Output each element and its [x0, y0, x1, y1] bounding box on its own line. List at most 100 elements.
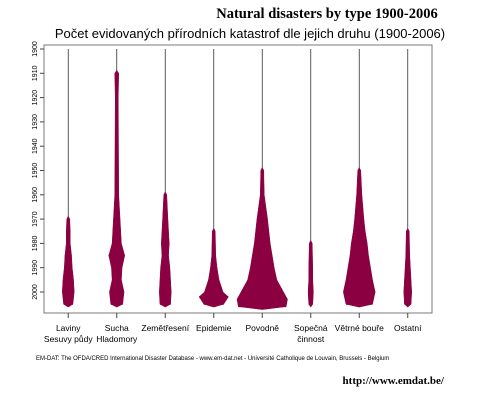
x-tick-label: Větrné bouře [335, 323, 384, 333]
y-tick-label: 1970 [32, 211, 39, 227]
violin-year-point [237, 298, 288, 300]
x-tick-label-line2: Hladomory [96, 334, 138, 344]
y-tick-label: 1960 [32, 187, 39, 203]
violin-year-point [238, 305, 287, 308]
violin-shape [62, 215, 75, 308]
y-tick-label: 1940 [32, 138, 39, 154]
violin-year-point [66, 242, 71, 244]
violin-year-point [212, 230, 216, 232]
violin-year-point [66, 218, 70, 220]
violin-year-point [108, 254, 125, 257]
violin-year-point [260, 169, 264, 172]
violin-shape [307, 239, 314, 308]
violin-year-point [62, 291, 75, 293]
violin-year-point [211, 254, 216, 257]
violin-year-point [162, 218, 168, 220]
x-tick-label: Zemětřesení [141, 323, 189, 333]
violin-year-point [113, 218, 121, 220]
violin-shape [159, 191, 172, 308]
violin-year-point [308, 267, 313, 269]
violin-year-point [199, 296, 229, 298]
violin-year-point [308, 291, 314, 293]
violin-shape [108, 69, 125, 308]
y-tick-label: 2000 [32, 284, 39, 300]
violin-year-point [159, 291, 172, 293]
y-tick-label: 1930 [32, 114, 39, 130]
violin-year-point [161, 242, 170, 244]
y-tick-label: 1910 [32, 65, 39, 81]
violin-year-point [406, 230, 410, 232]
violin-year-point [250, 267, 275, 269]
violin-year-point [404, 279, 412, 281]
violin-year-point [112, 242, 122, 244]
violin-year-point [254, 242, 271, 244]
violin-year-point [159, 303, 171, 305]
x-tick-label: Epidemie [196, 323, 232, 333]
violin-year-point [404, 303, 412, 305]
violin-year-point [109, 291, 125, 293]
header-title: Natural disasters by type 1900-2006 [216, 6, 438, 22]
y-axis: 1900 1910 1920 1930 1940 1950 1960 1970 1980 1990… [32, 41, 44, 300]
x-tick-label-line2: Sesuvy půdy [44, 334, 93, 344]
violin-year-point [161, 254, 169, 257]
violin-year-point [208, 279, 220, 281]
y-tick-label: 1990 [32, 260, 39, 276]
violin-year-point [210, 267, 218, 269]
violin-year-point [114, 194, 119, 196]
footer-url[interactable]: http://www.emdat.be/ [343, 375, 445, 387]
y-tick-label: 1950 [32, 163, 39, 179]
violin-year-point [159, 279, 171, 281]
violin-year-point [62, 279, 74, 281]
violin-year-point [353, 230, 366, 232]
violin-year-point [160, 267, 170, 269]
violin-year-point [347, 267, 371, 269]
violin-year-point [309, 242, 313, 244]
violin-year-point [351, 242, 368, 244]
violin-year-point [252, 254, 273, 257]
violin-year-point [66, 230, 71, 232]
x-tick-label: Povodně [245, 323, 279, 333]
x-tick-label: Ostatní [394, 323, 422, 333]
violin-year-point [260, 194, 265, 196]
violin-year-point [110, 303, 123, 305]
x-tick-label: Sucha [105, 323, 129, 333]
violin-year-point [403, 291, 412, 293]
violin-year-point [357, 169, 361, 172]
violin-shape [343, 166, 376, 308]
violin-year-point [115, 96, 119, 99]
violin-year-point [349, 254, 369, 257]
violin-year-point [345, 279, 373, 281]
violin-year-point [203, 303, 224, 305]
violin-year-point [345, 303, 373, 305]
x-tick-label-line2: činnost [297, 334, 325, 344]
source-note: EM-DAT: The OFDA/CRED International Disa… [36, 356, 389, 362]
violin-year-point [405, 267, 411, 269]
violin-year-point [204, 291, 224, 293]
y-tick-label: 1920 [32, 90, 39, 106]
y-tick-label: 1900 [32, 41, 39, 57]
violin-year-point [64, 267, 73, 269]
violin-year-point [308, 279, 313, 281]
violin-year-point [163, 194, 167, 196]
violin-year-point [405, 254, 410, 257]
violin-year-point [64, 254, 72, 257]
violin-year-point [247, 279, 277, 281]
violin-year-point [114, 72, 119, 74]
violin-year-point [112, 279, 122, 281]
violin-year-point [308, 303, 313, 305]
chart-title: Počet evidovaných přírodních katastrof d… [55, 26, 445, 41]
y-tick-label: 1980 [32, 236, 39, 252]
violin-year-point [241, 291, 284, 293]
plot-frame [43, 44, 433, 314]
violin-year-point [111, 267, 123, 269]
violin-year-point [354, 218, 364, 220]
x-tick-label: Sopečná [294, 323, 328, 333]
violin-year-point [356, 194, 362, 196]
violin-year-point [63, 303, 73, 305]
violin-year-point [343, 291, 376, 293]
violin-year-point [256, 218, 268, 220]
violin-series [62, 49, 412, 310]
violin-year-point [255, 230, 269, 232]
